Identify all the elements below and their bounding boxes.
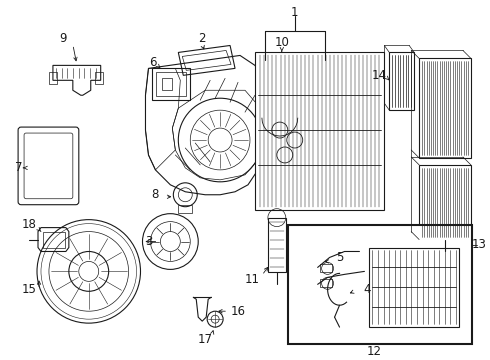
Text: 6: 6 bbox=[148, 56, 156, 69]
Bar bbox=[49, 72, 57, 84]
Text: 3: 3 bbox=[145, 235, 152, 248]
Bar bbox=[178, 205, 192, 213]
Text: 4: 4 bbox=[364, 283, 371, 296]
Polygon shape bbox=[419, 58, 471, 158]
Text: 7: 7 bbox=[15, 161, 23, 174]
Bar bbox=[43, 231, 65, 248]
Polygon shape bbox=[255, 53, 384, 210]
Text: 10: 10 bbox=[274, 36, 289, 49]
Text: 5: 5 bbox=[336, 251, 343, 264]
Text: 13: 13 bbox=[471, 238, 486, 251]
Bar bbox=[369, 248, 459, 327]
Text: 18: 18 bbox=[22, 218, 36, 231]
Polygon shape bbox=[419, 165, 471, 239]
Text: 2: 2 bbox=[198, 32, 206, 45]
Text: 1: 1 bbox=[291, 6, 298, 19]
Text: 17: 17 bbox=[197, 333, 213, 346]
Bar bbox=[95, 72, 103, 84]
Bar bbox=[319, 265, 332, 273]
Bar bbox=[288, 225, 472, 344]
Bar bbox=[319, 279, 332, 287]
Text: 14: 14 bbox=[372, 69, 387, 82]
Text: 16: 16 bbox=[230, 305, 245, 318]
Text: 9: 9 bbox=[59, 32, 67, 45]
Text: 12: 12 bbox=[367, 345, 382, 357]
Bar bbox=[152, 68, 190, 100]
Bar bbox=[162, 78, 172, 90]
Text: 11: 11 bbox=[245, 273, 260, 286]
Polygon shape bbox=[389, 53, 414, 110]
Text: 15: 15 bbox=[22, 283, 36, 296]
Text: 8: 8 bbox=[152, 188, 159, 201]
Bar bbox=[268, 218, 286, 273]
Bar bbox=[156, 72, 186, 96]
